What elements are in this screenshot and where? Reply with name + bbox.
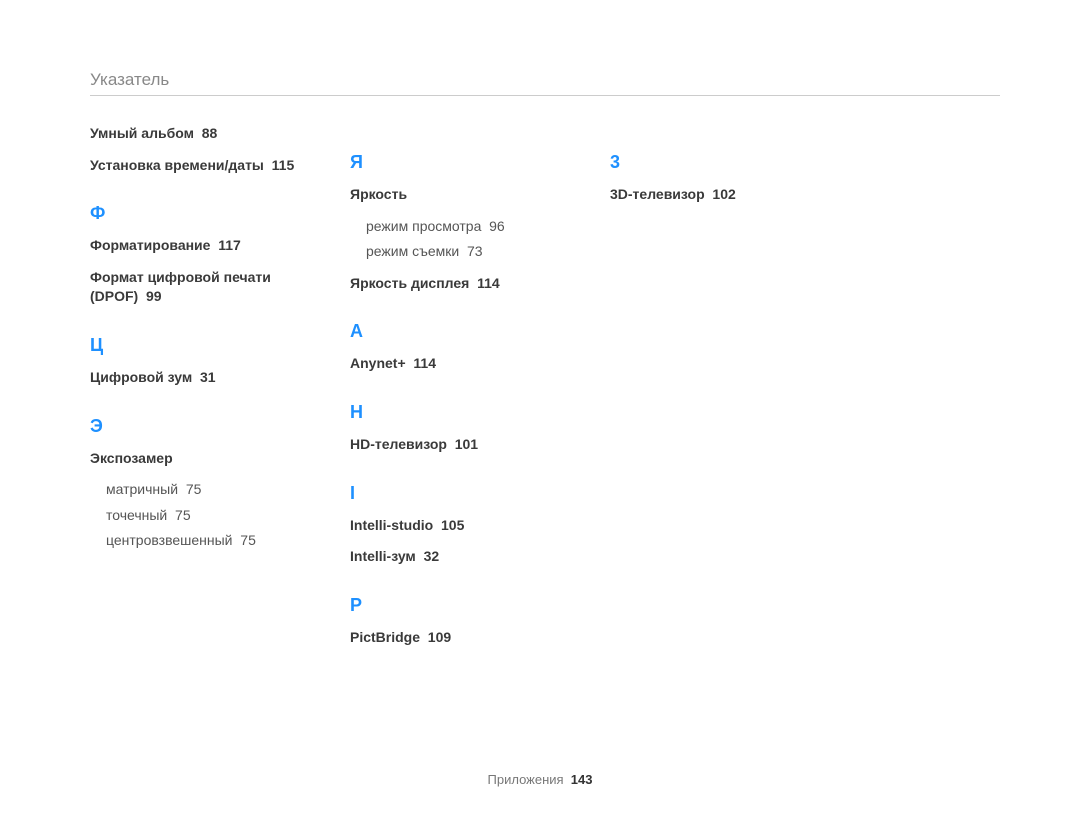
index-letter: 3 [610,152,840,173]
index-entry[interactable]: Яркость дисплея 114 [350,274,580,294]
index-letter: H [350,402,580,423]
index-page: Указатель Умный альбом 88 Установка време… [0,0,1080,815]
index-letter: P [350,595,580,616]
index-entry[interactable]: Умный альбом 88 [90,124,320,144]
index-entry[interactable]: Яркость [350,185,580,205]
footer-page-number: 143 [571,772,593,787]
index-entry[interactable]: Цифровой зум 31 [90,368,320,388]
index-column: Умный альбом 88 Установка времени/даты 11… [90,124,320,659]
index-entry[interactable]: Intelli-зум 32 [350,547,580,567]
index-entry[interactable]: Intelli-studio 105 [350,516,580,536]
index-entry[interactable]: Установка времени/даты 115 [90,156,320,176]
index-letter: Э [90,416,320,437]
index-entry[interactable]: Экспозамер [90,449,320,469]
index-entry[interactable]: Форматирование 117 [90,236,320,256]
index-entry[interactable]: HD-телевизор 101 [350,435,580,455]
index-entry[interactable]: Anynet+ 114 [350,354,580,374]
index-subentry[interactable]: режим съемки 73 [350,242,580,262]
index-entry[interactable]: PictBridge 109 [350,628,580,648]
index-column: 3 3D-телевизор 102 [610,124,840,659]
page-title: Указатель [90,70,1000,96]
index-subentry[interactable]: режим просмотра 96 [350,217,580,237]
index-subentry[interactable]: точечный 75 [90,506,320,526]
index-column: Я Яркость режим просмотра 96 режим съемки 7… [350,124,580,659]
index-subentry[interactable]: центровзвешенный 75 [90,531,320,551]
index-entry[interactable]: 3D-телевизор 102 [610,185,840,205]
index-letter: I [350,483,580,504]
index-entry[interactable]: Формат цифровой печати (DPOF) 99 [90,268,320,307]
footer-label: Приложения [488,772,564,787]
index-subentry[interactable]: матричный 75 [90,480,320,500]
index-letter: Я [350,152,580,173]
index-columns: Умный альбом 88 Установка времени/даты 11… [90,124,1000,659]
index-letter: Ф [90,203,320,224]
index-letter: Ц [90,335,320,356]
index-letter: A [350,321,580,342]
footer: Приложения 143 [0,772,1080,787]
